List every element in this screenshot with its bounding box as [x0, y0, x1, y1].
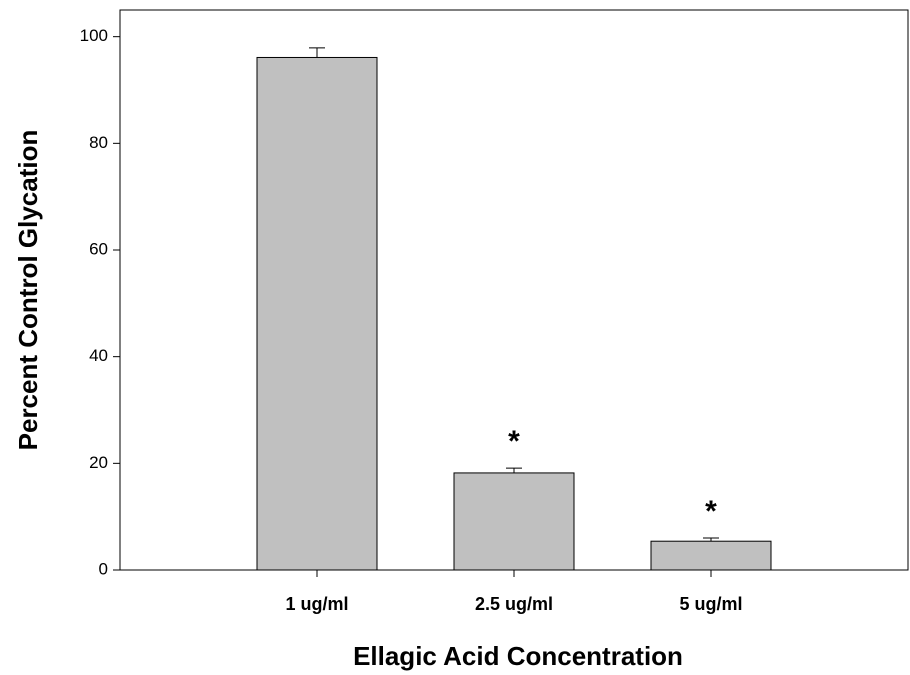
y-tick-label: 80 [89, 133, 108, 152]
x-tick-label: 2.5 ug/ml [475, 594, 553, 614]
error-bar [703, 537, 719, 542]
bar [453, 472, 575, 571]
y-tick-label: 0 [99, 559, 108, 578]
y-tick-label: 20 [89, 453, 108, 472]
x-tick-label: 1 ug/ml [285, 594, 348, 614]
annotation: * [705, 495, 717, 528]
y-tick-label: 40 [89, 346, 108, 365]
y-axis-title: Percent Control Glycation [13, 130, 43, 451]
y-tick-label: 100 [80, 26, 108, 45]
error-bar [506, 467, 522, 473]
annotation: * [508, 425, 520, 458]
y-tick-label: 60 [89, 239, 108, 258]
x-axis-title: Ellagic Acid Concentration [353, 641, 683, 671]
error-bar [309, 47, 325, 58]
bar [650, 540, 772, 571]
bar [256, 56, 378, 571]
x-tick-label: 5 ug/ml [679, 594, 742, 614]
